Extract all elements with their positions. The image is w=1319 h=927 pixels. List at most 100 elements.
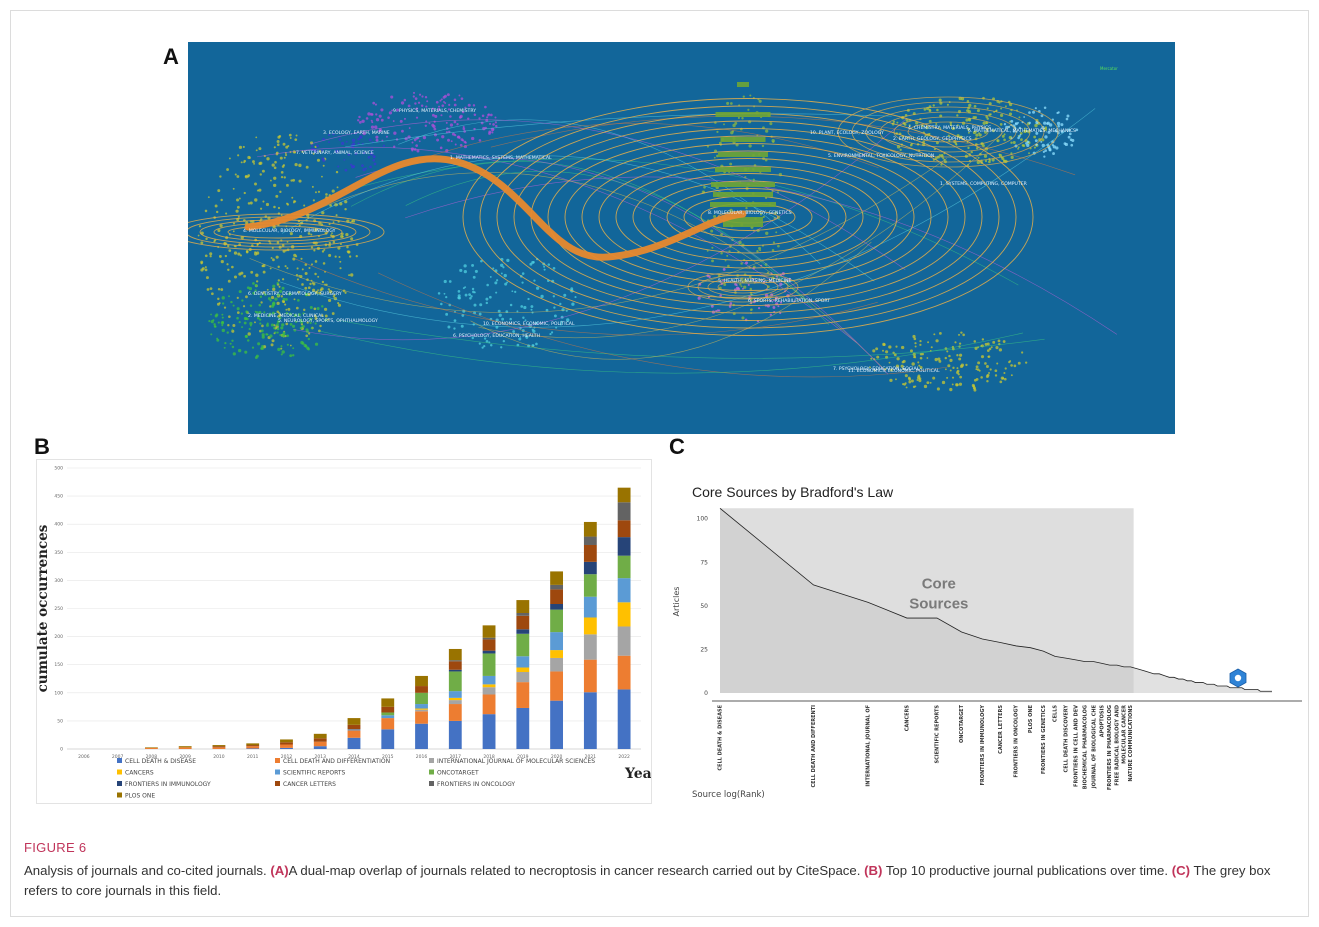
bar-legend-swatch bbox=[117, 758, 122, 763]
bar-segment bbox=[347, 737, 361, 749]
bar-legend-swatch bbox=[275, 781, 280, 786]
bar-x-tick-label: 2011 bbox=[247, 754, 259, 760]
bradford-line bbox=[719, 507, 1272, 692]
bradford-y-tick-label: 50 bbox=[700, 603, 708, 610]
bar-segment bbox=[550, 657, 564, 672]
map-label: 2. EARTH, GEOLOGY, GEOPHYSICS bbox=[893, 136, 972, 142]
map-label: 9. PHYSICS, MATERIALS, CHEMISTRY bbox=[393, 108, 476, 114]
bar-legend-label: FRONTIERS IN IMMUNOLOGY bbox=[125, 781, 211, 788]
map-label: 11. ECONOMICS, ECONOMIC, POLITICAL bbox=[848, 368, 940, 374]
bradford-annotation: Sources bbox=[909, 595, 968, 612]
bar-legend-swatch bbox=[429, 769, 434, 775]
bradford-source-label: FRONTIERS IN PHARMACOLOG bbox=[1107, 705, 1113, 790]
bar-segment bbox=[617, 602, 631, 627]
bar-segment bbox=[448, 648, 462, 661]
bar-segment bbox=[583, 596, 597, 618]
bar-y-tick-label: 250 bbox=[54, 606, 63, 612]
bradford-y-tick-label: 25 bbox=[700, 646, 708, 653]
bar-legend-swatch bbox=[429, 781, 434, 786]
bar-segment bbox=[516, 600, 530, 613]
bradford-area bbox=[720, 508, 1272, 693]
bar-segment bbox=[516, 672, 530, 683]
bar-segment bbox=[550, 650, 564, 658]
bar-segment bbox=[381, 706, 395, 713]
map-label: 5. ENVIRONMENTAL, TOXICOLOGY, NUTRITION bbox=[828, 153, 934, 159]
bar-segment bbox=[516, 629, 530, 634]
bar-segment bbox=[448, 700, 462, 705]
bar-segment bbox=[313, 738, 327, 742]
bar-segment bbox=[415, 709, 428, 712]
bar-segment bbox=[347, 730, 361, 738]
bar-segment bbox=[617, 578, 631, 603]
bradford-source-label: MOLECULAR CANCER bbox=[1121, 705, 1127, 764]
map-label: 7. VETERINARY, ANIMAL, SCIENCE bbox=[296, 150, 374, 156]
bar-segment bbox=[178, 747, 192, 749]
bar-legend-swatch bbox=[429, 758, 434, 763]
bar-segment bbox=[144, 747, 158, 748]
bar-segment bbox=[550, 609, 564, 633]
bradford-source-label: FRONTIERS IN IMMUNOLOGY bbox=[980, 705, 986, 786]
caption-tag-b: (B) bbox=[864, 863, 883, 878]
bar-segment bbox=[617, 537, 631, 556]
bradford-source-label: APOPTOSIS bbox=[1099, 705, 1105, 738]
bar-segment bbox=[583, 544, 597, 562]
bar-segment bbox=[448, 720, 462, 749]
bar-legend-label: CANCERS bbox=[125, 770, 154, 777]
bar-y-axis-label: cumulate occurrences bbox=[37, 524, 51, 692]
stacked-bar-chart-panel: 0 50 100 150 200 250 300 350 400 450 500 2006 2007 20… bbox=[35, 459, 660, 804]
bradford-y-tick-label: 0 bbox=[704, 690, 708, 697]
bar-y-tick-label: 200 bbox=[54, 634, 63, 640]
bar-segment bbox=[617, 689, 631, 749]
bradford-source-label: CANCERS bbox=[904, 705, 910, 732]
bar-legend-label: PLOS ONE bbox=[125, 793, 155, 800]
bradford-annotation: Core bbox=[922, 575, 956, 592]
bar-y-tick-label: 50 bbox=[57, 718, 63, 724]
bar-segment bbox=[448, 704, 462, 721]
bar-segment bbox=[482, 694, 496, 715]
map-legend: Mercator bbox=[1100, 66, 1118, 71]
bar-segment bbox=[617, 520, 631, 538]
bar-segment bbox=[583, 561, 597, 575]
map-label: 4. MOLECULAR, BIOLOGY, IMMUNOLOGY bbox=[243, 228, 336, 234]
bar-segment bbox=[516, 682, 530, 708]
bar-segment bbox=[516, 656, 530, 668]
bar-segment bbox=[550, 584, 564, 590]
map-label: 2. MEDICINE, MEDICAL, CLINICAL bbox=[248, 313, 324, 319]
bar-segment bbox=[516, 633, 530, 657]
bar-segment bbox=[482, 625, 496, 638]
bar-segment bbox=[381, 712, 395, 716]
caption-intro: Analysis of journals and co-cited journa… bbox=[24, 863, 267, 878]
map-labels: 9. PHYSICS, MATERIALS, CHEMISTRY 3. ECOLO… bbox=[243, 108, 1076, 374]
bar-segment bbox=[617, 502, 631, 521]
bar-legend-label: CELL DEATH AND DIFFERENTIATION bbox=[283, 758, 390, 765]
bar-segment bbox=[280, 739, 293, 743]
dual-map-overlay: 9. PHYSICS, MATERIALS, CHEMISTRY 3. ECOLO… bbox=[188, 42, 1175, 434]
bar-y-tick-label: 350 bbox=[54, 550, 63, 556]
bar-segment bbox=[415, 723, 428, 749]
bar-segment bbox=[583, 634, 597, 660]
bar-segment bbox=[246, 743, 260, 746]
bradford-source-label: CANCER LETTERS bbox=[998, 705, 1004, 754]
bradford-source-label: CELL DEATH & DISEASE bbox=[718, 704, 724, 770]
bar-legend-swatch bbox=[275, 769, 280, 775]
bar-segment bbox=[516, 615, 530, 630]
bar-segment bbox=[482, 675, 496, 685]
bar-segment bbox=[415, 675, 428, 687]
figure-frame bbox=[10, 10, 1309, 917]
bar-segment bbox=[381, 715, 395, 719]
bar-legend-swatch bbox=[117, 792, 122, 798]
bar-segment bbox=[550, 571, 564, 585]
bradford-chart: Core Sources by Bradford's Law 0 25 50 75 100… bbox=[672, 484, 1302, 800]
bar-legend-swatch bbox=[117, 769, 122, 775]
map-center-hub bbox=[723, 217, 763, 227]
bar-legend-label: SCIENTIFIC REPORTS bbox=[283, 770, 345, 777]
bar-y-tick-label: 100 bbox=[54, 690, 63, 696]
bradford-y-tick-label: 100 bbox=[697, 516, 709, 523]
bar-y-tick-label: 400 bbox=[54, 522, 63, 528]
bar-x-tick-label: 2018 bbox=[483, 754, 495, 760]
map-label: 5. NEUROLOGY, SPORTS, OPHTHALMOLOGY bbox=[278, 318, 378, 324]
bar-segment bbox=[617, 555, 631, 579]
map-label: 6. PSYCHOLOGY, EDUCATION, HEALTH bbox=[453, 333, 540, 339]
map-label: 1. MATHEMATICS, SYSTEMS, MATHEMATICAL bbox=[450, 155, 552, 161]
bar-legend-label: ONCOTARGET bbox=[437, 770, 479, 777]
